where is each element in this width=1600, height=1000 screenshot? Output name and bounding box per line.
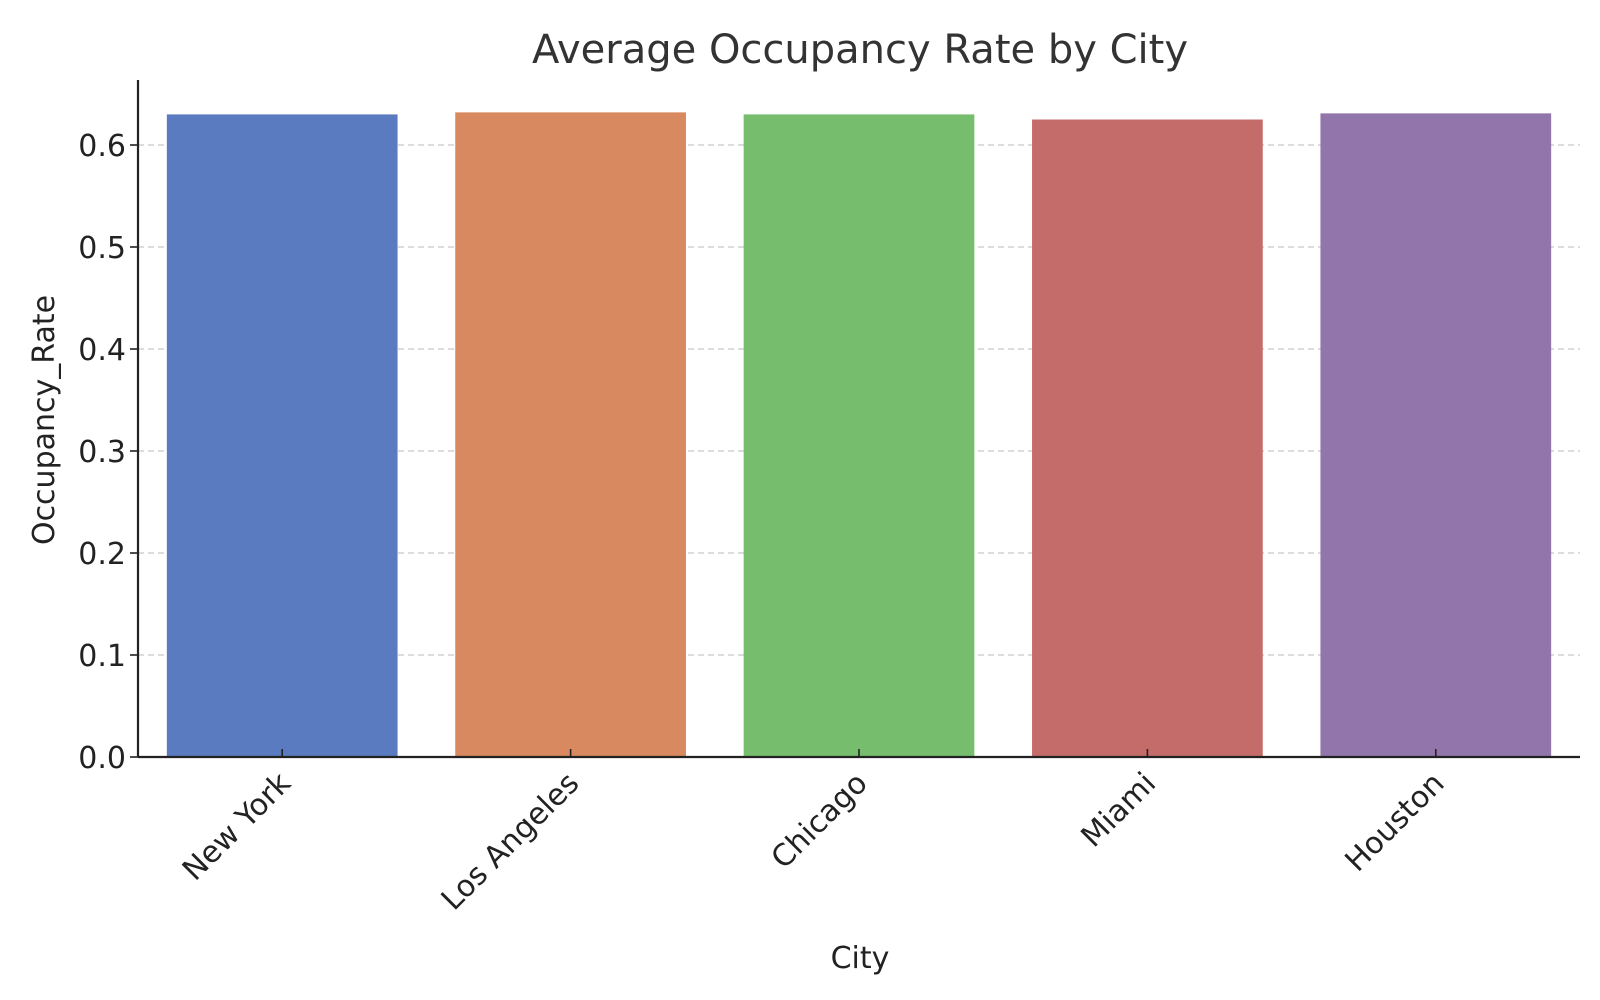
bar-chicago: [743, 114, 975, 757]
y-tick-label: 0.5: [78, 231, 126, 266]
x-tick-label: Los Angeles: [435, 766, 586, 917]
chart-title: Average Occupancy Rate by City: [532, 27, 1188, 73]
y-tick-label: 0.2: [78, 537, 126, 572]
y-tick-label: 0.1: [78, 639, 126, 674]
bar-miami: [1032, 119, 1263, 757]
y-axis-label: Occupancy_Rate: [27, 295, 62, 545]
bar-houston: [1320, 113, 1552, 757]
bar-los-angeles: [455, 112, 686, 758]
x-tick-label: Chicago: [765, 766, 875, 876]
y-tick-label: 0.3: [78, 435, 126, 470]
x-tick-label: New York: [176, 765, 298, 887]
y-tick-label: 0.4: [78, 333, 126, 368]
bars: [166, 112, 1552, 758]
x-axis-label: City: [831, 941, 890, 976]
x-tick-label: Houston: [1339, 766, 1452, 879]
y-axis: 0.0 0.1 0.2 0.3 0.4 0.5 0.6: [78, 80, 140, 776]
y-tick-label: 0.6: [78, 129, 126, 164]
bar-new-york: [166, 114, 398, 757]
x-axis: New York Los Angeles Chicago Miami Houston: [138, 749, 1580, 917]
x-tick-label: Miami: [1075, 766, 1164, 855]
y-tick-label: 0.0: [78, 741, 126, 776]
